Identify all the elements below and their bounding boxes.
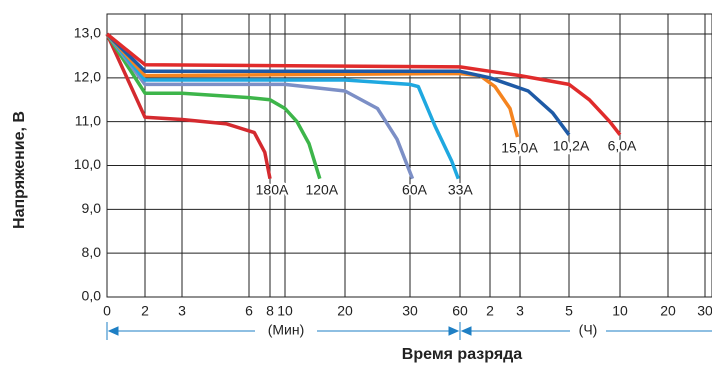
series-label: 15,0A <box>501 140 538 156</box>
x-tick-label: 8 <box>266 303 274 319</box>
series-label: 10,2A <box>553 138 590 154</box>
series-label: 33A <box>448 181 474 197</box>
series-line <box>105 32 622 136</box>
series-line <box>105 33 272 180</box>
x-tick-label: 10 <box>612 303 628 319</box>
y-tick-label: 13,0 <box>74 25 101 41</box>
series-label: 120A <box>305 181 338 197</box>
unit-bg <box>570 322 606 340</box>
x-tick-label: 60 <box>452 303 468 319</box>
series-line <box>105 32 415 180</box>
x-tick-label: 30 <box>697 303 712 319</box>
x-tick-label: 6 <box>245 303 253 319</box>
x-tick-label: 3 <box>178 303 186 319</box>
x-tick-label: 2 <box>486 303 494 319</box>
series-label: 6,0A <box>608 138 637 154</box>
series-label: 180A <box>256 181 289 197</box>
series-line <box>105 32 571 136</box>
series-line <box>105 33 322 180</box>
x-tick-label: 30 <box>402 303 418 319</box>
x-tick-label: 0 <box>103 303 111 319</box>
x-axis-label: Время разряда <box>402 346 523 363</box>
x-tick-label: 20 <box>337 303 353 319</box>
y-tick-label: 0,0 <box>82 288 102 304</box>
x-tick-label: 3 <box>516 303 524 319</box>
y-tick-label: 11,0 <box>75 112 101 128</box>
x-unit-label: (Ч) <box>579 322 598 338</box>
x-tick-label: 5 <box>565 303 573 319</box>
unit-bg <box>255 322 317 340</box>
series-label: 60A <box>402 181 428 197</box>
y-tick-label: 8,0 <box>82 244 102 260</box>
y-tick-label: 10,0 <box>74 156 101 172</box>
x-tick-label: 2 <box>141 303 149 319</box>
y-tick-label: 12,0 <box>74 69 101 85</box>
x-tick-label: 20 <box>660 303 676 319</box>
x-unit-label: (Мин) <box>268 322 305 338</box>
y-tick-label: 9,0 <box>82 200 102 216</box>
unit-arrows <box>106 322 712 340</box>
series-line <box>105 32 460 180</box>
x-tick-label: 10 <box>277 303 293 319</box>
y-axis-label: Напряжение, В <box>11 111 28 229</box>
